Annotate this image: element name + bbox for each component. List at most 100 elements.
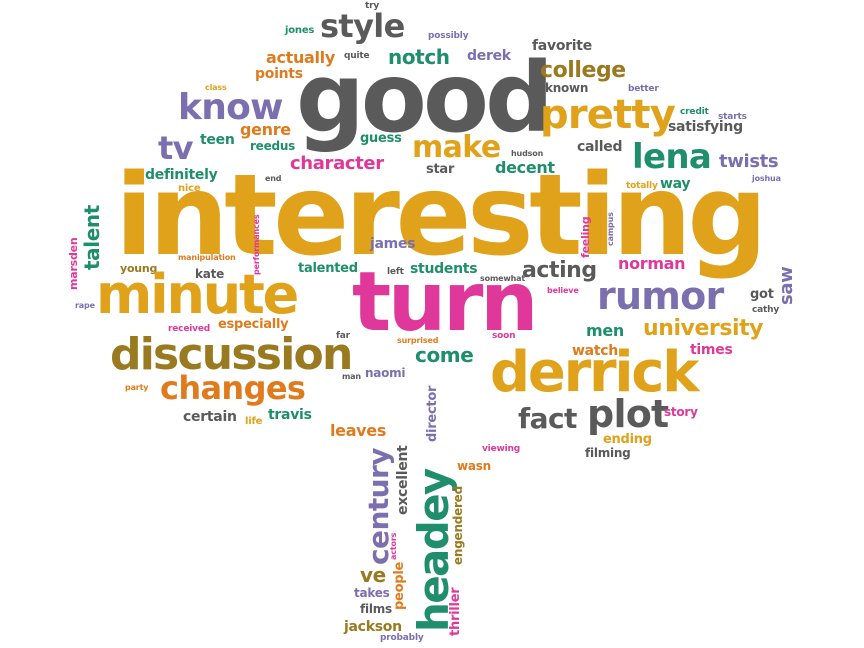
- word-times: times: [690, 342, 733, 358]
- word-fact: fact: [518, 402, 577, 435]
- word-naomi: naomi: [365, 366, 406, 380]
- word-nice: nice: [178, 183, 201, 194]
- word-believe: believe: [547, 286, 579, 295]
- word-director: director: [425, 385, 440, 442]
- word-leaves: leaves: [330, 421, 387, 440]
- word-surprised: surprised: [397, 336, 439, 345]
- word-make: make: [412, 130, 501, 165]
- word-talent: talent: [80, 205, 104, 270]
- word-changes: changes: [160, 369, 306, 407]
- word-story: story: [664, 405, 698, 419]
- word-plot: plot: [587, 392, 669, 436]
- word-come: come: [415, 343, 474, 367]
- word-guess: guess: [360, 131, 402, 146]
- word-life: life: [245, 416, 263, 427]
- word-got: got: [750, 287, 774, 302]
- word-know: know: [178, 87, 283, 128]
- word-quite: quite: [344, 51, 370, 61]
- word-watch: watch: [572, 343, 618, 359]
- word-satisfying: satisfying: [668, 119, 743, 135]
- word-favorite: favorite: [532, 38, 592, 54]
- word-viewing: viewing: [482, 444, 521, 454]
- word-tv: tv: [158, 129, 194, 167]
- word-marsden: marsden: [67, 237, 80, 290]
- word-certain: certain: [183, 409, 237, 425]
- word-rumor: rumor: [597, 274, 724, 318]
- word-acting: acting: [522, 258, 597, 283]
- word-points: points: [255, 66, 303, 82]
- word-college: college: [540, 58, 626, 83]
- word-end: end: [265, 174, 282, 183]
- word-campus: campus: [606, 212, 615, 246]
- word-credit: credit: [680, 107, 709, 117]
- word-engendered: engendered: [451, 486, 465, 565]
- word-jones: jones: [285, 25, 315, 36]
- word-travis: travis: [268, 407, 312, 423]
- word-better: better: [628, 84, 659, 94]
- word-star: star: [426, 162, 455, 177]
- word-ending: ending: [603, 432, 652, 447]
- word-minute: minute: [96, 263, 299, 326]
- word-saw: saw: [776, 266, 797, 305]
- word-turn: turn: [352, 255, 539, 350]
- word-discussion: discussion: [110, 329, 353, 380]
- word-people: people: [392, 561, 407, 610]
- word-somewhat: somewhat: [480, 274, 526, 283]
- word-manipulation: manipulation: [178, 253, 236, 262]
- word-pretty: pretty: [540, 92, 676, 138]
- word-filming: filming: [585, 446, 631, 460]
- word-soon: soon: [492, 331, 516, 341]
- word-rape: rape: [75, 301, 95, 310]
- word-decent: decent: [495, 158, 555, 177]
- word-reedus: reedus: [250, 139, 296, 153]
- word-probably: probably: [380, 633, 424, 643]
- word-university: university: [643, 316, 764, 341]
- word-wasn: wasn: [457, 459, 491, 473]
- word-derrick: derrick: [490, 340, 700, 405]
- word-teen: teen: [200, 132, 235, 148]
- word-james: james: [370, 236, 416, 252]
- word-genre: genre: [240, 120, 291, 139]
- word-actually: actually: [266, 48, 335, 67]
- word-lena: lena: [632, 137, 712, 177]
- word-left: left: [387, 267, 404, 277]
- word-hudson: hudson: [511, 149, 544, 158]
- word-especially: especially: [218, 317, 289, 332]
- word-known: known: [545, 81, 589, 95]
- word-derek: derek: [467, 48, 511, 64]
- word-kate: kate: [195, 267, 224, 281]
- word-class: class: [205, 83, 227, 92]
- word-men: men: [586, 321, 624, 340]
- word-excellent: excellent: [395, 445, 411, 515]
- word-man: man: [342, 372, 361, 381]
- word-cathy: cathy: [752, 305, 780, 315]
- word-far: far: [336, 331, 350, 341]
- word-feeling: feeling: [579, 216, 592, 258]
- word-possibly: possibly: [428, 31, 469, 41]
- word-notch: notch: [388, 45, 450, 69]
- word-character: character: [290, 153, 384, 174]
- word-students: students: [410, 261, 478, 277]
- word-ve: ve: [360, 563, 386, 587]
- word-thriller: thriller: [448, 587, 463, 636]
- word-interesting: interesting: [115, 151, 768, 281]
- word-actors: actors: [389, 532, 398, 560]
- word-totally: totally: [626, 181, 658, 191]
- word-joshua: joshua: [752, 174, 781, 183]
- word-films: films: [360, 602, 392, 616]
- word-talented: talented: [298, 261, 358, 276]
- word-starts: starts: [718, 112, 747, 122]
- word-takes: takes: [354, 586, 390, 600]
- word-good: good: [296, 42, 554, 154]
- word-young: young: [120, 262, 158, 275]
- word-jackson: jackson: [344, 619, 402, 635]
- word-style: style: [320, 7, 405, 45]
- word-party: party: [125, 383, 149, 392]
- word-norman: norman: [618, 254, 686, 273]
- word-way: way: [660, 176, 691, 192]
- word-called: called: [577, 139, 623, 155]
- word-twists: twists: [719, 151, 779, 172]
- word-try: try: [365, 1, 380, 11]
- word-definitely: definitely: [145, 167, 218, 183]
